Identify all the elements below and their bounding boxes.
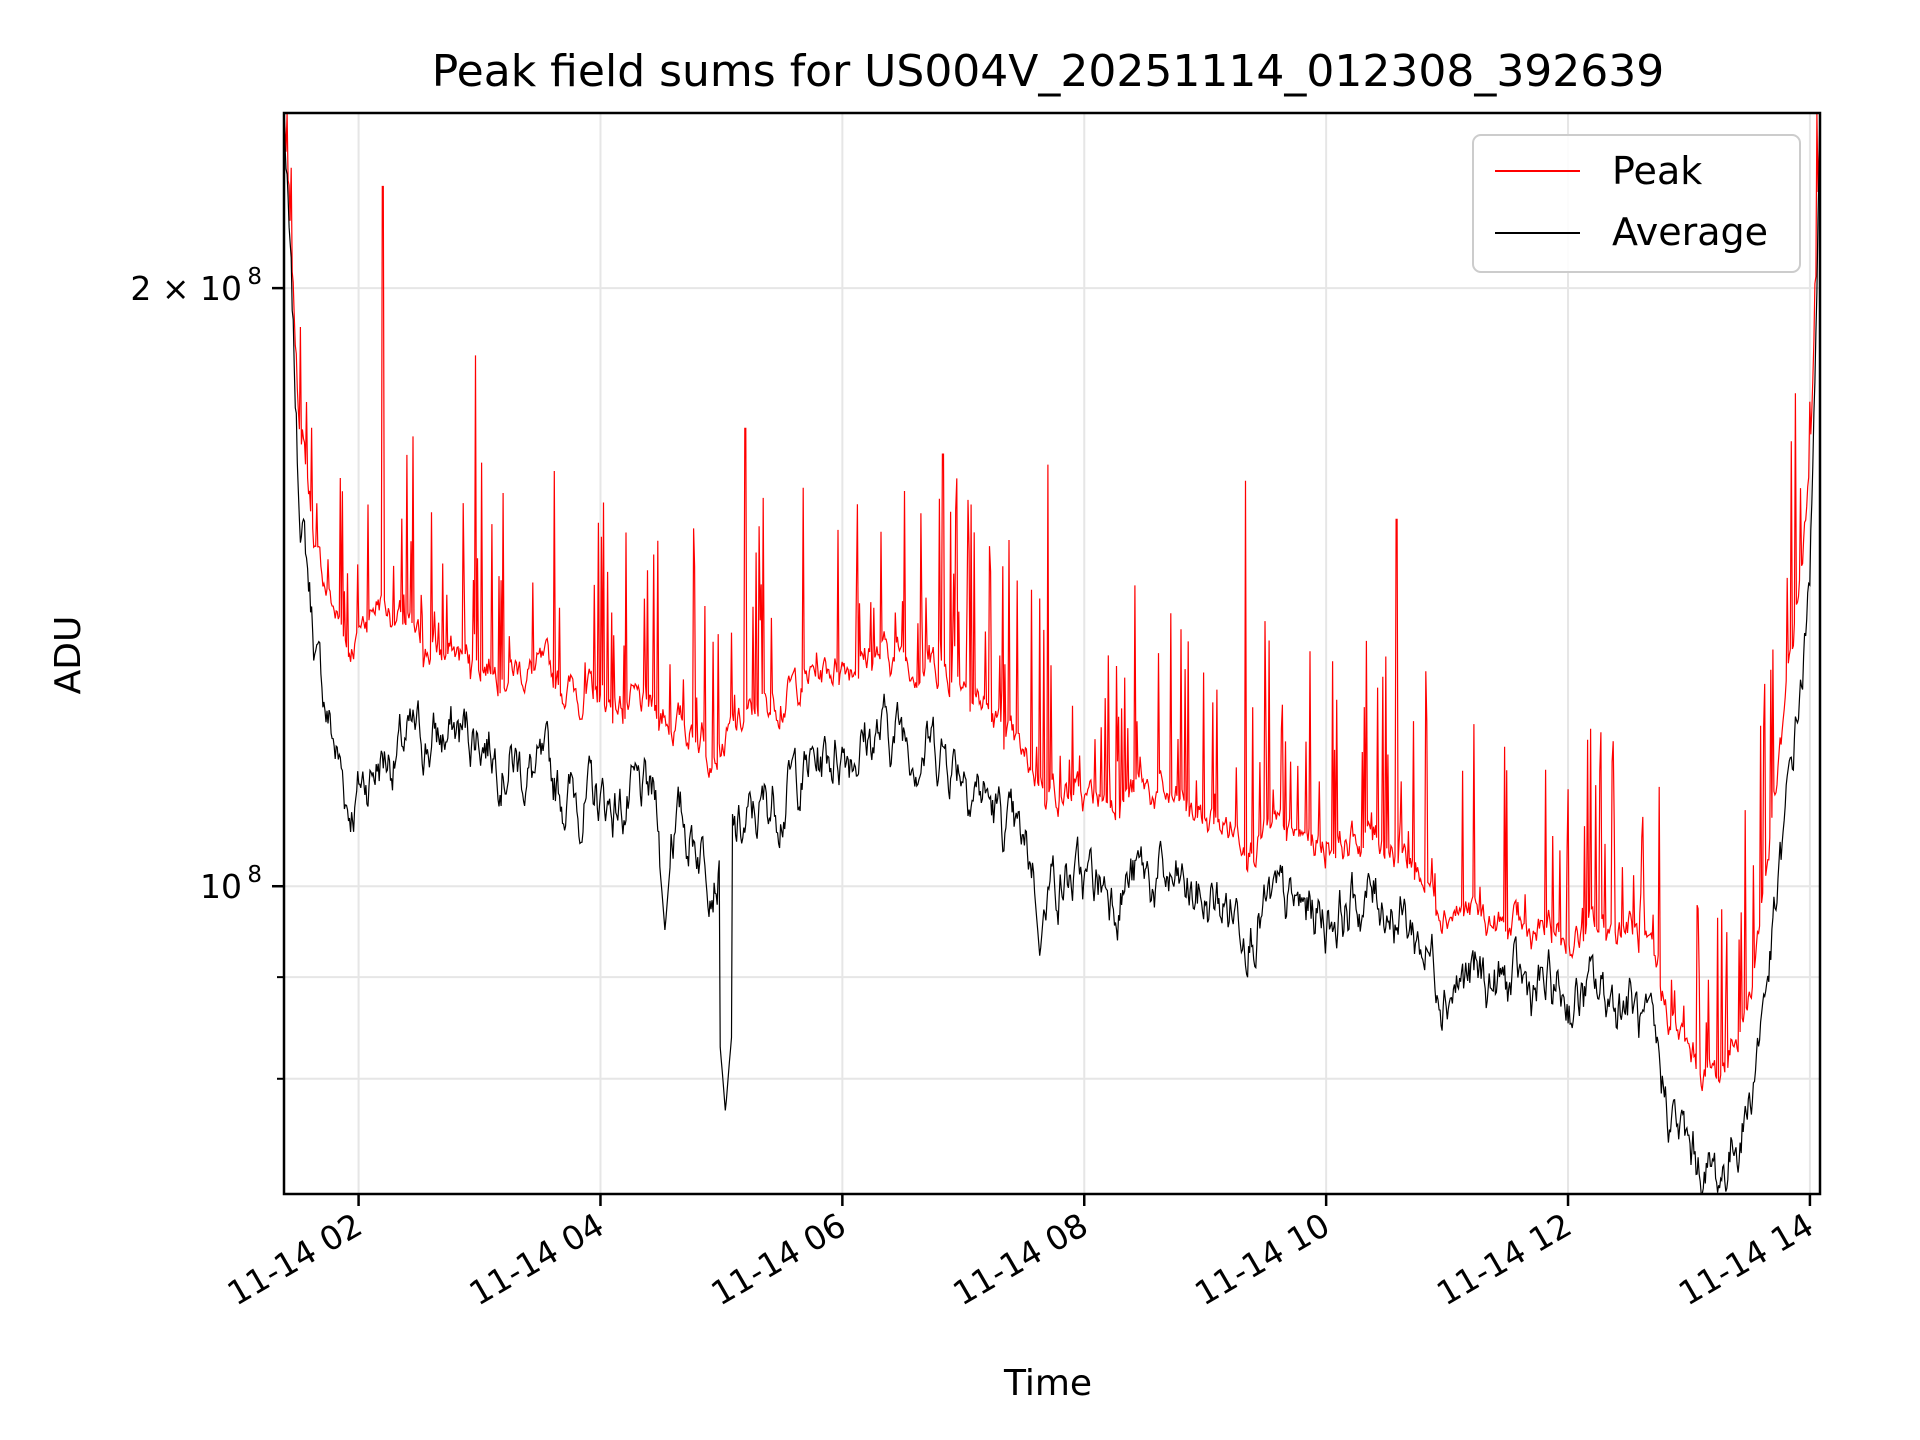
chart-title: Peak field sums for US004V_20251114_0123… xyxy=(432,46,1665,97)
series-layer xyxy=(284,113,1820,1194)
y-tick-label: 10 xyxy=(200,867,242,906)
y-axis: 2 × 10 810 8 xyxy=(130,264,284,1080)
y-tick-exponent: 8 xyxy=(247,862,262,888)
series-line-average xyxy=(284,113,1820,1194)
y-tick-exponent: 8 xyxy=(247,264,262,290)
legend-label-peak: Peak xyxy=(1612,149,1702,193)
legend-label-average: Average xyxy=(1612,210,1768,254)
y-tick-label: 2 × 10 xyxy=(130,269,242,308)
legend-box xyxy=(1472,134,1801,273)
legend: Peak Average xyxy=(1472,134,1801,273)
y-axis-label: ADU xyxy=(48,616,89,695)
series-line-peak xyxy=(284,113,1820,1092)
x-axis-label: Time xyxy=(1003,1363,1092,1404)
plot-frame xyxy=(282,111,1822,1196)
